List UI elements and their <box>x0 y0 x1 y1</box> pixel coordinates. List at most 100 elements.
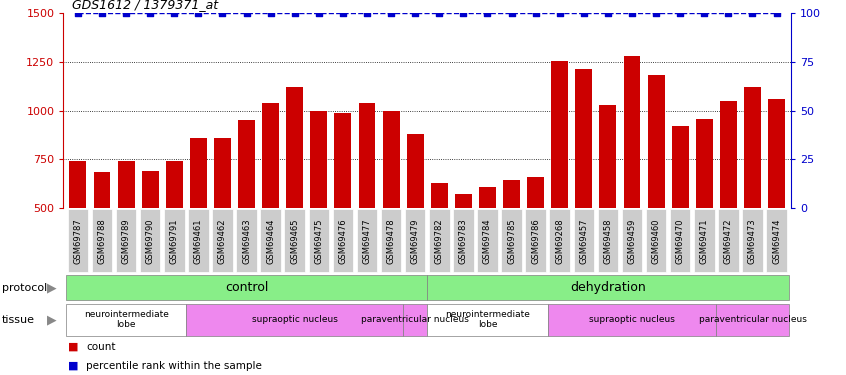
Text: ▶: ▶ <box>47 281 57 294</box>
Bar <box>262 103 279 306</box>
Bar <box>502 209 522 272</box>
Bar <box>69 161 86 306</box>
Point <box>288 10 301 16</box>
Bar <box>214 138 231 306</box>
Text: GSM69790: GSM69790 <box>146 218 155 264</box>
Bar <box>357 209 377 272</box>
Bar <box>238 120 255 306</box>
Bar <box>429 209 449 272</box>
Text: GSM69786: GSM69786 <box>531 218 540 264</box>
Text: control: control <box>225 281 268 294</box>
Point <box>577 10 591 16</box>
Point <box>119 10 133 16</box>
Bar <box>405 209 426 272</box>
Point <box>673 10 687 16</box>
Bar <box>696 119 712 306</box>
Bar <box>479 187 496 306</box>
Point <box>168 10 181 16</box>
Bar <box>574 209 594 272</box>
Text: percentile rank within the sample: percentile rank within the sample <box>86 361 262 370</box>
Point <box>697 10 711 16</box>
Text: ■: ■ <box>68 342 78 352</box>
Point <box>216 10 229 16</box>
Bar <box>94 172 111 306</box>
Bar <box>718 209 739 272</box>
Point <box>312 10 326 16</box>
Bar <box>332 209 353 272</box>
Point <box>602 10 615 16</box>
Bar <box>166 161 183 306</box>
Bar <box>68 209 88 272</box>
Point <box>71 10 85 16</box>
Bar <box>717 304 788 336</box>
Text: GSM69789: GSM69789 <box>122 218 130 264</box>
Text: GSM69477: GSM69477 <box>362 218 371 264</box>
Text: ■: ■ <box>68 361 78 370</box>
Text: GSM69478: GSM69478 <box>387 218 396 264</box>
Bar <box>550 209 570 272</box>
Bar <box>547 304 717 336</box>
Bar <box>600 105 617 306</box>
Bar <box>164 209 184 272</box>
Point <box>96 10 109 16</box>
Text: GSM69268: GSM69268 <box>555 218 564 264</box>
Bar <box>527 177 544 306</box>
Bar <box>431 183 448 306</box>
Text: GSM69472: GSM69472 <box>724 218 733 264</box>
Text: GSM69479: GSM69479 <box>410 218 420 264</box>
Bar <box>552 61 569 306</box>
Bar <box>744 87 761 306</box>
Text: GSM69462: GSM69462 <box>218 218 227 264</box>
Bar <box>766 209 787 272</box>
Point <box>553 10 567 16</box>
Text: GSM69785: GSM69785 <box>507 218 516 264</box>
Bar <box>575 69 592 306</box>
Point <box>336 10 349 16</box>
Text: GSM69476: GSM69476 <box>338 218 348 264</box>
Text: GSM69461: GSM69461 <box>194 218 203 264</box>
Bar <box>91 209 113 272</box>
Bar <box>407 134 424 306</box>
Text: GSM69457: GSM69457 <box>580 218 588 264</box>
Text: GSM69463: GSM69463 <box>242 218 251 264</box>
Text: GSM69782: GSM69782 <box>435 218 444 264</box>
Text: paraventricular nucleus: paraventricular nucleus <box>361 315 470 324</box>
Bar <box>427 304 547 336</box>
Bar <box>190 138 206 306</box>
Point <box>432 10 446 16</box>
Bar <box>720 101 737 306</box>
Bar <box>310 111 327 306</box>
Bar <box>525 209 546 272</box>
Point <box>529 10 542 16</box>
Bar <box>188 209 209 272</box>
Text: GSM69474: GSM69474 <box>772 218 781 264</box>
Point <box>264 10 277 16</box>
Bar <box>381 209 401 272</box>
Point <box>144 10 157 16</box>
Point <box>770 10 783 16</box>
Bar <box>359 103 376 306</box>
Text: paraventricular nucleus: paraventricular nucleus <box>699 315 806 324</box>
Text: GSM69464: GSM69464 <box>266 218 275 264</box>
Bar <box>334 112 351 306</box>
Bar <box>503 180 520 306</box>
Point <box>722 10 735 16</box>
Bar <box>670 209 690 272</box>
Bar <box>453 209 474 272</box>
Text: tissue: tissue <box>2 315 35 325</box>
Bar <box>284 209 305 272</box>
Point <box>457 10 470 16</box>
Point <box>409 10 422 16</box>
Bar <box>672 126 689 306</box>
Text: GSM69783: GSM69783 <box>459 218 468 264</box>
Text: GSM69458: GSM69458 <box>603 218 613 264</box>
Point <box>745 10 759 16</box>
Text: GSM69470: GSM69470 <box>676 218 684 264</box>
Text: neurointermediate
lobe: neurointermediate lobe <box>445 310 530 329</box>
Point <box>481 10 494 16</box>
Text: GDS1612 / 1379371_at: GDS1612 / 1379371_at <box>72 0 218 11</box>
Point <box>505 10 519 16</box>
Text: ▶: ▶ <box>47 313 57 326</box>
Text: GSM69784: GSM69784 <box>483 218 492 264</box>
Bar <box>142 171 158 306</box>
